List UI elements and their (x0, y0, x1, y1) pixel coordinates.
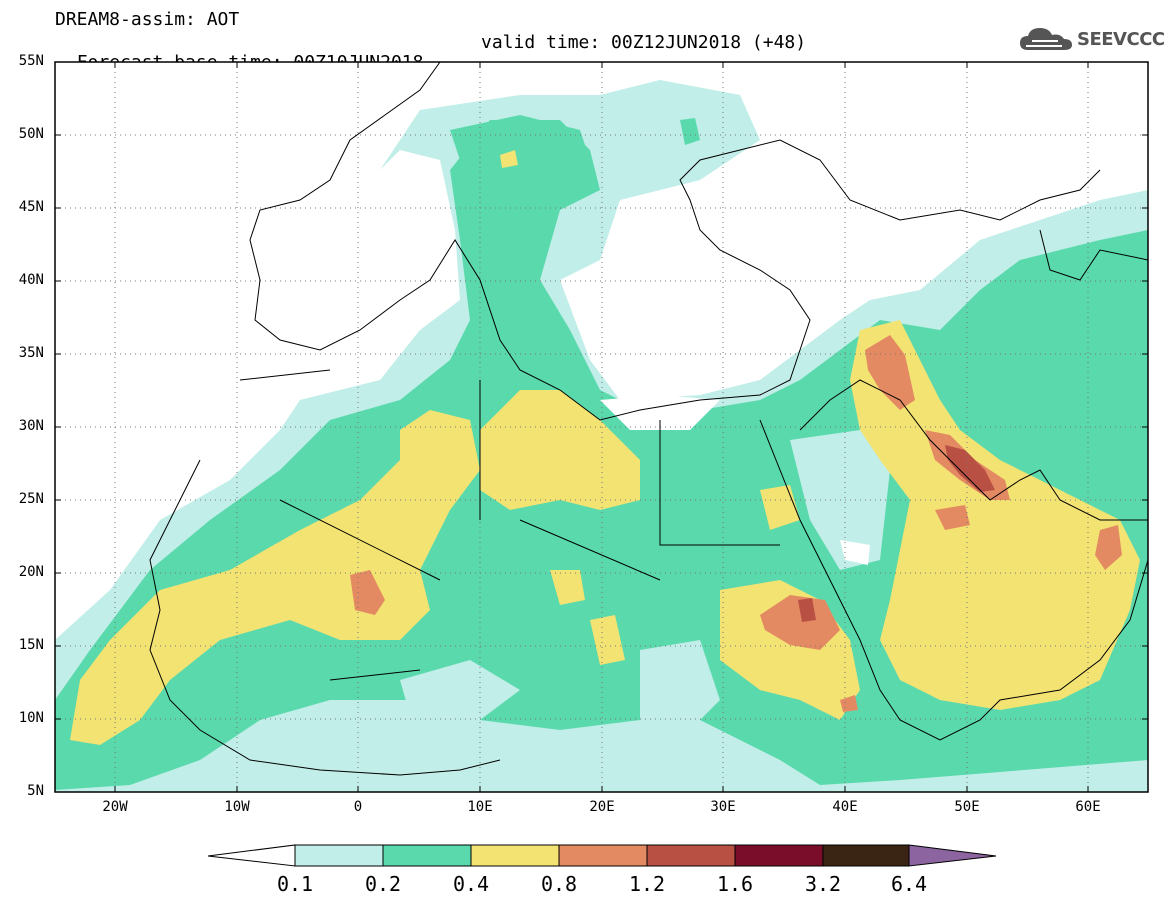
lat-label: 45N (18, 199, 44, 215)
colorbar-label: 6.4 (890, 872, 928, 896)
colorbar-bin-7 (822, 844, 910, 867)
valid-time: valid time: 00Z12JUN2018 (+48) (481, 32, 807, 53)
colorbar-bin-1 (294, 844, 384, 867)
lat-label: 5N (27, 783, 44, 799)
colorbar-label: 1.6 (716, 872, 754, 896)
lat-label: 20N (18, 564, 44, 580)
colorbar-label: 0.4 (452, 872, 490, 896)
colorbar-label: 3.2 (804, 872, 842, 896)
colorbar-bin-4 (558, 844, 648, 867)
seevccc-logo: SEEVCCC (1018, 22, 1165, 56)
colorbar-label: 0.8 (540, 872, 578, 896)
colorbar-bin-3 (470, 844, 560, 867)
map-title: DREAM8-assim: AOT (55, 9, 240, 30)
lon-label: 20E (589, 799, 615, 815)
lat-label: 40N (18, 272, 44, 288)
colorbar-label: 1.2 (628, 872, 666, 896)
colorbar-under-triangle (207, 844, 296, 867)
lat-label: 30N (18, 418, 44, 434)
cloud-icon (1020, 28, 1072, 50)
axis-ticks (55, 61, 1148, 793)
colorbar-bin-5 (646, 844, 736, 867)
lat-label: 35N (18, 345, 44, 361)
lat-label: 15N (18, 637, 44, 653)
lon-label: 60E (1075, 799, 1101, 815)
lon-label: 40E (832, 799, 858, 815)
lat-label: 10N (18, 710, 44, 726)
logo-text: SEEVCCC (1077, 28, 1165, 50)
lat-label: 55N (18, 53, 44, 69)
lat-label: 50N (18, 126, 44, 142)
colorbar-bin-6 (734, 844, 824, 867)
colorbar-bin-2 (382, 844, 472, 867)
coastlines (149, 62, 1148, 776)
colorbar-over-triangle (908, 844, 997, 867)
lon-label: 0 (353, 799, 363, 815)
colorbar-label: 0.2 (364, 872, 402, 896)
colorbar-label: 0.1 (276, 872, 314, 896)
lon-label: 10W (224, 799, 250, 815)
lon-label: 50E (954, 799, 980, 815)
lon-label: 20W (102, 799, 128, 815)
lat-label: 25N (18, 491, 44, 507)
lon-label: 30E (710, 799, 736, 815)
lon-label: 10E (467, 799, 493, 815)
colorbar (207, 844, 997, 867)
